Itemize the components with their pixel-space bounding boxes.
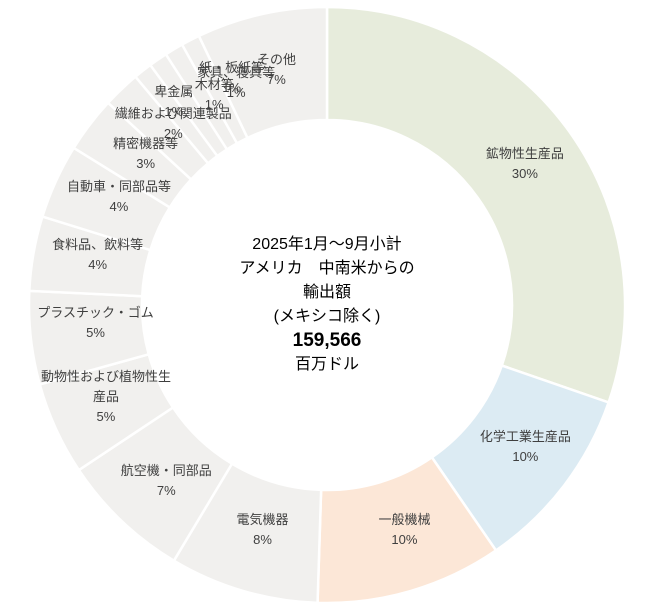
center-line-3: 輸出額 <box>302 284 352 301</box>
center-line-4: (メキシコ除く) <box>273 308 381 325</box>
pie-slice-0 <box>325 5 627 405</box>
center-label: 2025年1月〜9月小計 アメリカ 中南米からの 輸出額 (メキシコ除く) 15… <box>239 233 414 377</box>
center-unit: 百万ドル <box>294 356 360 373</box>
pie-slice-15 <box>197 5 329 140</box>
center-line-2: アメリカ 中南米からの <box>239 260 415 277</box>
center-value: 159,566 <box>292 330 362 351</box>
center-line-1: 2025年1月〜9月小計 <box>252 236 402 253</box>
